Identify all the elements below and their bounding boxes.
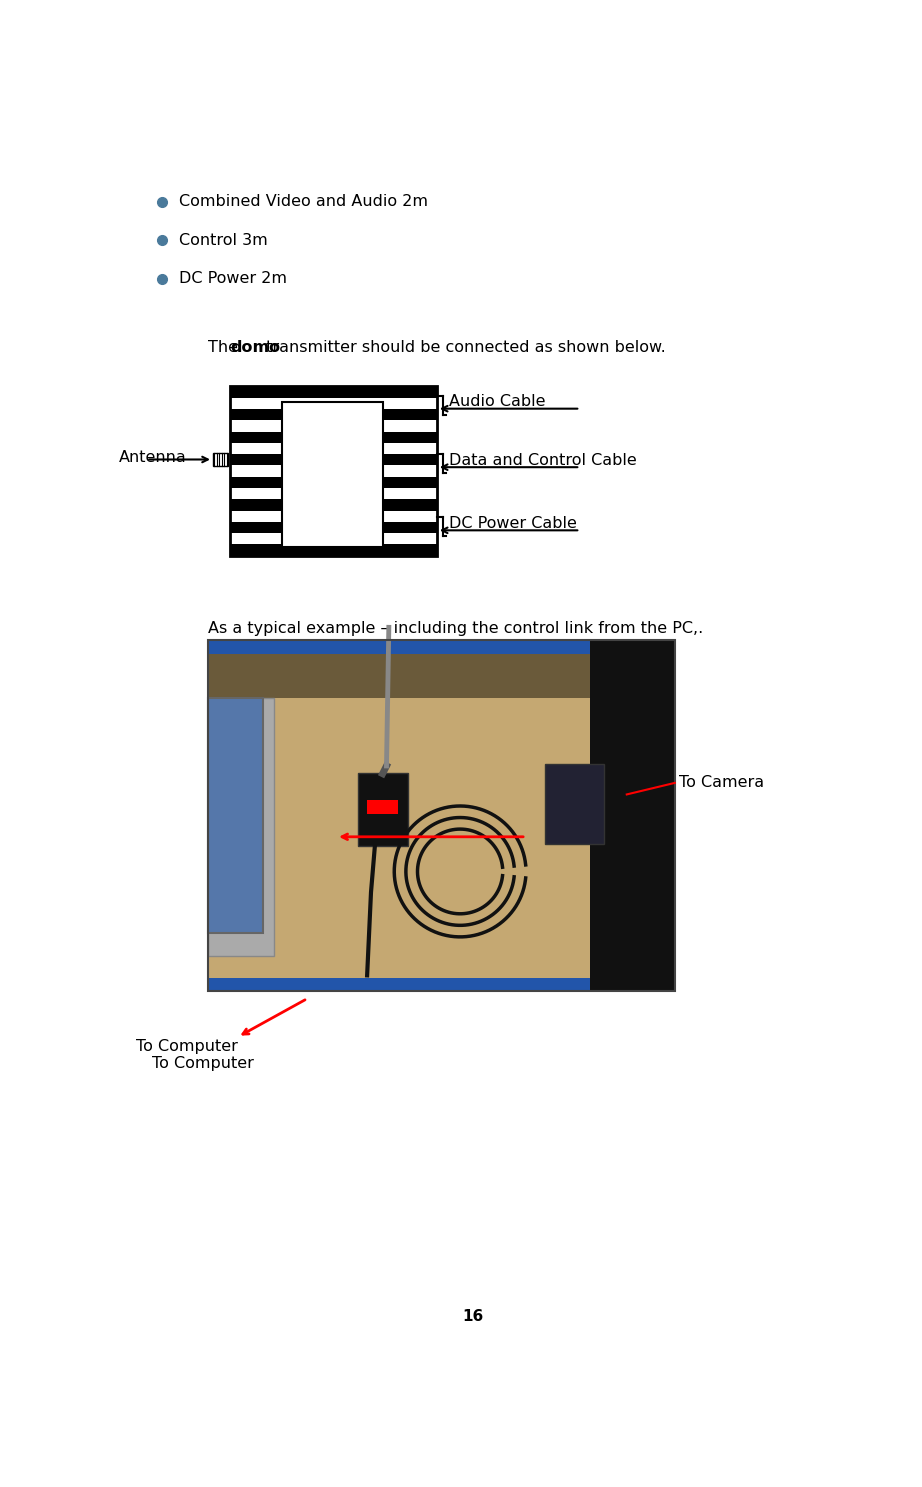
Bar xyxy=(230,488,437,500)
Bar xyxy=(546,764,604,845)
Bar xyxy=(230,477,437,488)
Bar xyxy=(230,397,437,409)
Text: As a typical example – including the control link from the PC,.: As a typical example – including the con… xyxy=(208,622,703,636)
Text: The: The xyxy=(208,341,243,355)
Bar xyxy=(589,641,675,990)
Bar xyxy=(230,431,437,443)
Bar xyxy=(230,544,437,556)
Text: Combined Video and Audio 2m: Combined Video and Audio 2m xyxy=(179,193,428,210)
Bar xyxy=(208,978,675,990)
Bar xyxy=(230,500,437,510)
Bar xyxy=(213,454,229,467)
Bar xyxy=(230,409,437,421)
Bar xyxy=(230,421,437,431)
Text: transmitter should be connected as shown below.: transmitter should be connected as shown… xyxy=(261,341,666,355)
Bar xyxy=(208,699,263,932)
Bar xyxy=(367,800,398,813)
Bar xyxy=(282,401,383,547)
Bar xyxy=(230,387,437,397)
Bar xyxy=(358,773,408,846)
Text: To Computer: To Computer xyxy=(152,1056,254,1071)
Text: Audio Cable: Audio Cable xyxy=(448,394,545,409)
Text: Antenna: Antenna xyxy=(119,451,187,465)
Text: DC Power Cable: DC Power Cable xyxy=(448,516,576,531)
Text: To Camera: To Camera xyxy=(680,775,764,790)
Text: DC Power 2m: DC Power 2m xyxy=(179,271,287,286)
Bar xyxy=(230,534,437,544)
Text: Control 3m: Control 3m xyxy=(179,232,267,247)
Bar xyxy=(208,641,675,699)
Bar xyxy=(230,510,437,522)
Text: domo: domo xyxy=(230,341,280,355)
Text: 16: 16 xyxy=(462,1309,483,1323)
Bar xyxy=(208,641,675,654)
Bar xyxy=(208,641,675,990)
Bar xyxy=(230,522,437,534)
Bar xyxy=(208,641,675,990)
Bar xyxy=(230,465,437,477)
Bar xyxy=(208,699,274,956)
Bar xyxy=(230,454,437,465)
Text: To Computer: To Computer xyxy=(136,1039,238,1054)
Bar xyxy=(230,387,437,556)
Text: Data and Control Cable: Data and Control Cable xyxy=(448,452,636,467)
Bar xyxy=(230,443,437,454)
